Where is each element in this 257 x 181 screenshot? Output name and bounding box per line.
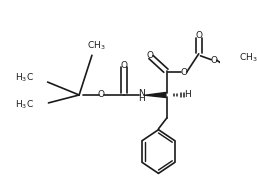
Text: O: O [98,90,105,100]
Polygon shape [145,92,166,98]
Text: N: N [138,89,145,98]
Text: O: O [180,68,188,77]
Text: O: O [210,56,217,65]
Text: H$_3$C: H$_3$C [15,99,34,111]
Text: CH$_3$: CH$_3$ [240,52,257,64]
Text: O: O [121,61,128,70]
Text: H$_3$C: H$_3$C [15,72,34,84]
Text: CH$_3$: CH$_3$ [87,39,106,52]
Text: O: O [146,51,153,60]
Text: O: O [196,31,203,40]
Text: H: H [138,94,145,103]
Text: H: H [185,90,191,100]
